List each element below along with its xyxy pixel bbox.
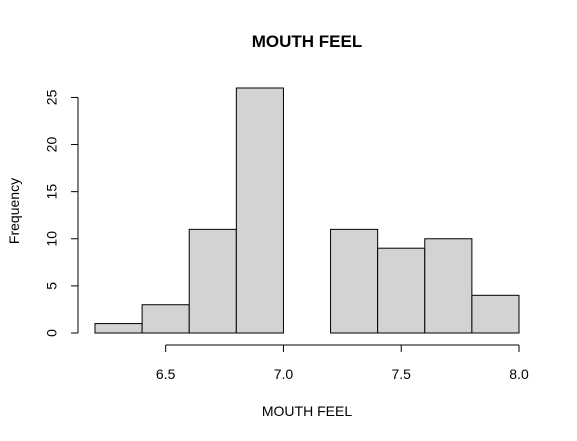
x-tick-label-2: 7.5 (391, 366, 411, 382)
histogram-bar-8 (471, 294, 520, 334)
histogram-bar-7 (424, 238, 473, 334)
histogram-bar-0 (94, 323, 143, 334)
y-tick-label-1: 5 (44, 282, 60, 290)
x-tick-label-1: 7.0 (274, 366, 294, 382)
histogram-bar-2 (188, 228, 237, 334)
y-axis-label: Frequency (6, 178, 22, 244)
y-tick-label-5: 25 (44, 89, 60, 105)
y-axis: 0 5 10 15 20 25 (44, 89, 79, 337)
x-axis-label: MOUTH FEEL (262, 403, 352, 419)
x-ticks-group: 6.5 7.0 7.5 8.0 (156, 345, 529, 382)
y-ticks-group: 0 5 10 15 20 25 (44, 89, 78, 337)
y-tick-label-2: 10 (44, 231, 60, 247)
histogram-bar-3 (235, 87, 284, 334)
y-tick-label-4: 20 (44, 137, 60, 153)
x-axis: 6.5 7.0 7.5 8.0 (156, 344, 529, 382)
x-tick-label-3: 8.0 (509, 366, 529, 382)
y-tick-label-3: 15 (44, 184, 60, 200)
histogram-bar-5 (330, 228, 379, 334)
bars-group (94, 87, 520, 334)
histogram-bar-1 (141, 304, 190, 334)
histogram-bar-6 (377, 247, 426, 334)
y-tick-label-0: 0 (44, 329, 60, 337)
chart-title: MOUTH FEEL (252, 32, 363, 51)
x-tick-label-0: 6.5 (156, 366, 176, 382)
